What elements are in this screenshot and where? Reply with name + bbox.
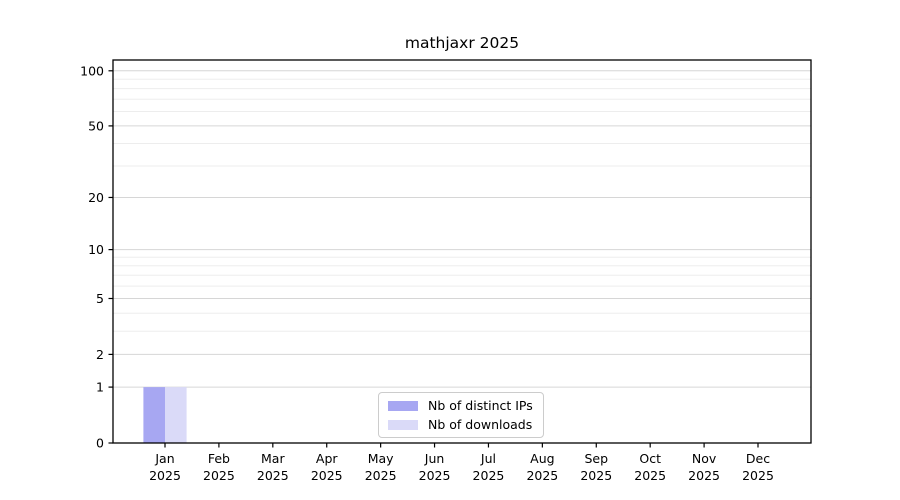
x-tick-label-year: 2025 (526, 468, 558, 483)
plot-spines (112, 59, 812, 444)
x-tick-label-year: 2025 (365, 468, 397, 483)
x-tick-label-month: Nov (692, 451, 717, 466)
x-tick-label-month: Feb (208, 451, 230, 466)
x-tick-label-month: Mar (261, 451, 285, 466)
x-tick-label-month: May (368, 451, 394, 466)
x-tick-label-year: 2025 (203, 468, 235, 483)
x-tick-label-year: 2025 (149, 468, 181, 483)
y-tick-label: 10 (88, 242, 104, 257)
x-tick-label-year: 2025 (688, 468, 720, 483)
y-tick-label: 5 (96, 291, 104, 306)
x-tick-label-year: 2025 (311, 468, 343, 483)
bar-nb-of-distinct-ips (143, 387, 165, 443)
y-tick-label: 2 (96, 347, 104, 362)
x-tick-label-month: Dec (746, 451, 770, 466)
legend-label: Nb of distinct IPs (428, 398, 533, 413)
x-tick-label-year: 2025 (742, 468, 774, 483)
chart-legend: Nb of distinct IPs Nb of downloads (378, 392, 544, 438)
x-tick-label-month: Jan (154, 451, 174, 466)
x-tick-label-month: Jun (424, 451, 445, 466)
x-tick-label-year: 2025 (634, 468, 666, 483)
x-tick-label-year: 2025 (580, 468, 612, 483)
legend-label: Nb of downloads (428, 417, 533, 432)
x-tick-label-month: Apr (316, 451, 338, 466)
x-tick-label-year: 2025 (257, 468, 289, 483)
legend-swatch-icon (388, 419, 418, 430)
chart-title: mathjaxr 2025 (404, 34, 520, 52)
x-tick-label-year: 2025 (419, 468, 451, 483)
y-tick-label: 20 (88, 190, 104, 205)
legend-swatch-icon (388, 400, 418, 411)
y-tick-label: 50 (88, 118, 104, 133)
x-tick-label-month: Aug (530, 451, 554, 466)
x-tick-label-month: Jul (480, 451, 496, 466)
x-tick-label-year: 2025 (473, 468, 505, 483)
legend-item: Nb of downloads (388, 417, 533, 432)
x-tick-label-month: Sep (584, 451, 608, 466)
legend-item: Nb of distinct IPs (388, 398, 533, 413)
y-tick-label: 0 (96, 436, 104, 451)
y-tick-label: 1 (96, 380, 104, 395)
y-tick-label: 100 (80, 63, 104, 78)
bar-nb-of-downloads (165, 387, 187, 443)
x-tick-label-month: Oct (639, 451, 661, 466)
